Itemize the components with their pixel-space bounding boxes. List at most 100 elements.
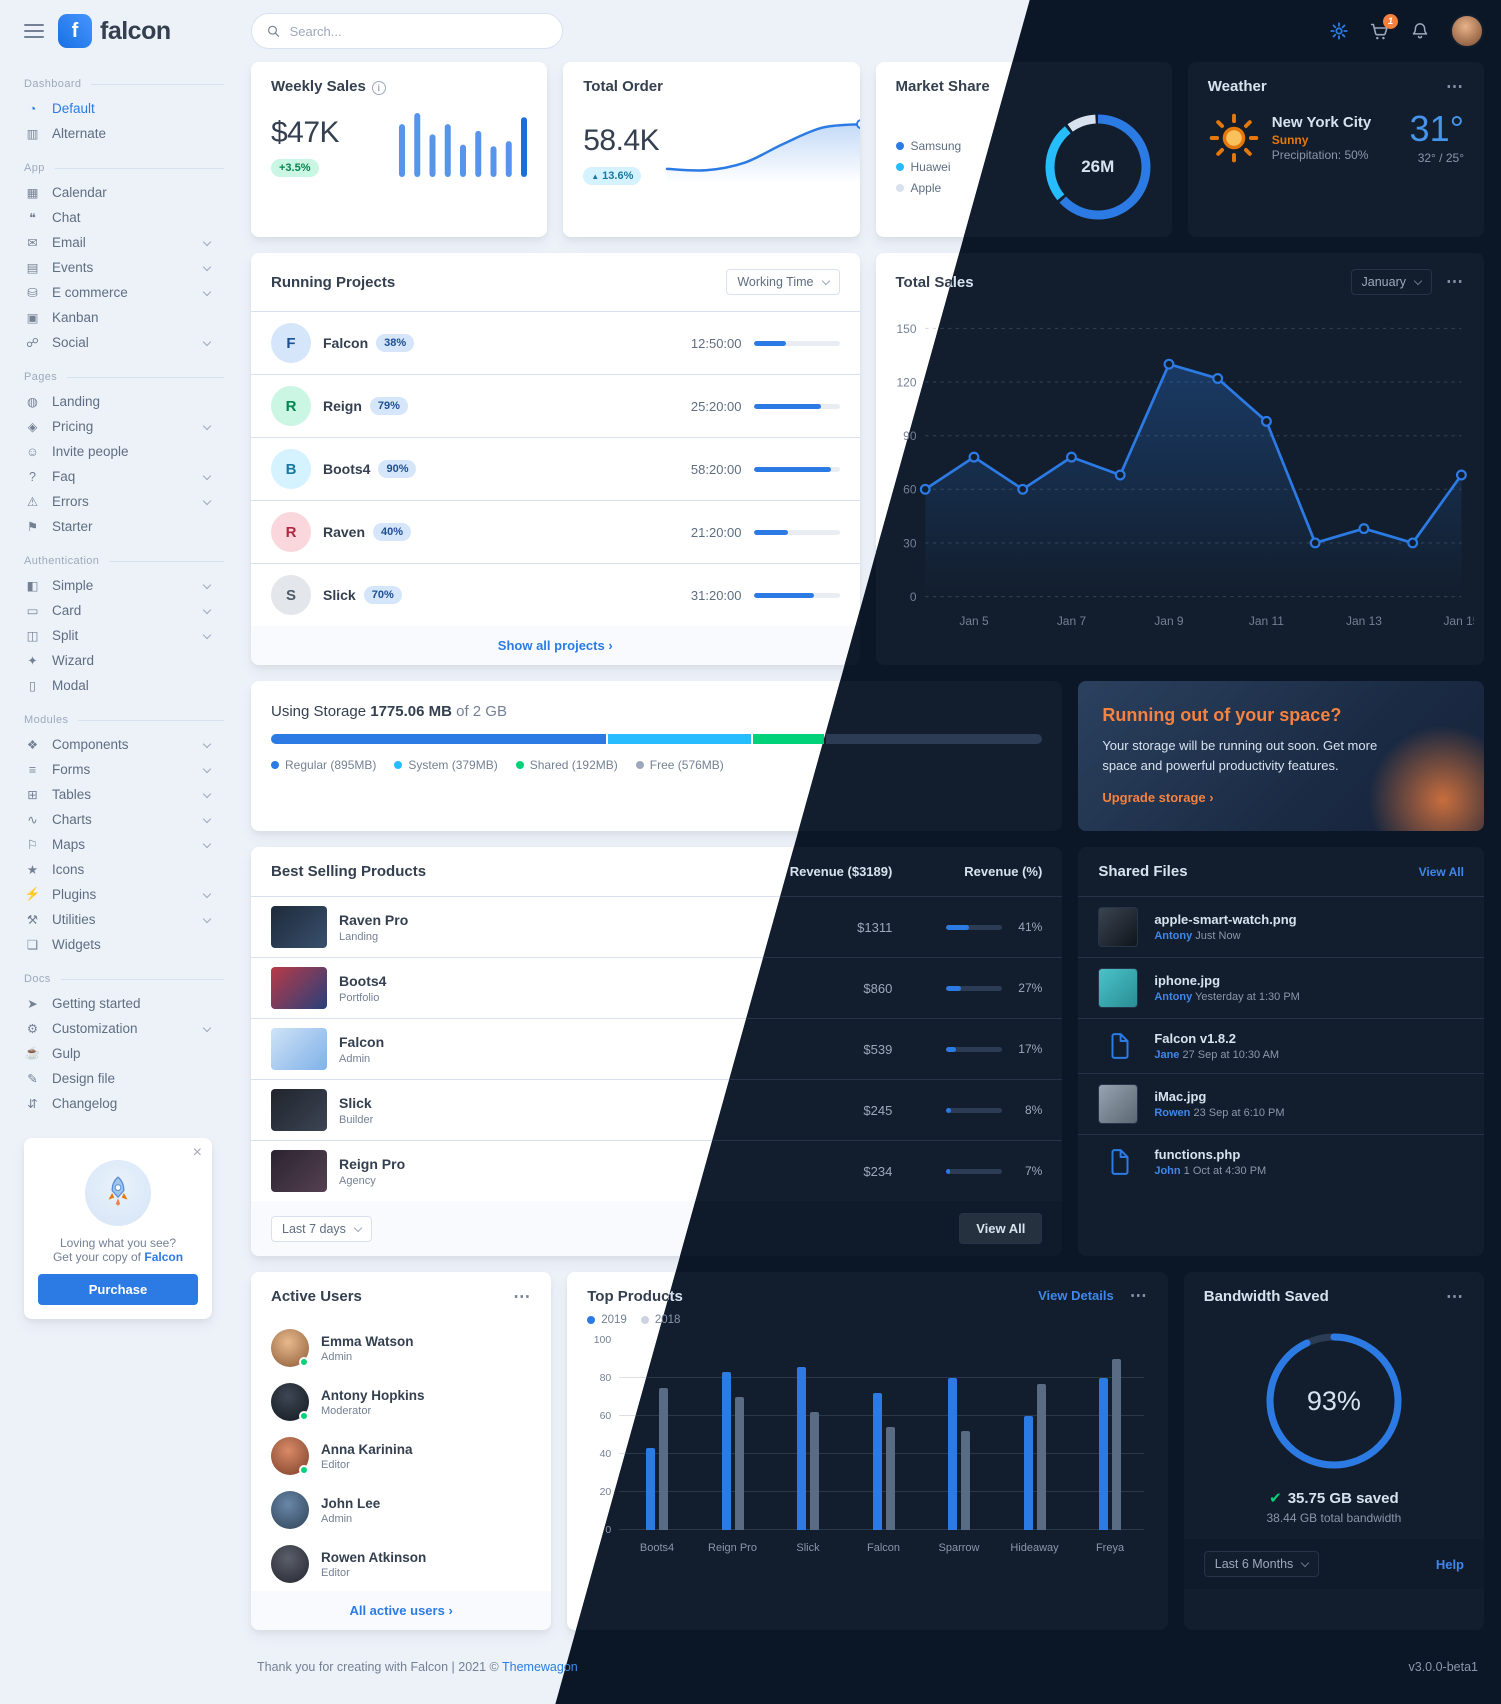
sidebar-item-e-commerce[interactable]: ⛁ E commerce: [24, 280, 224, 305]
file-user[interactable]: Rowen: [1154, 1107, 1191, 1119]
themewagon-link[interactable]: Themewagon: [502, 1660, 578, 1674]
sidebar-item-email[interactable]: ✉ Email: [24, 230, 224, 255]
user-avatar[interactable]: [1450, 14, 1484, 48]
chevron-down-icon: [202, 839, 212, 848]
sidebar-item-card[interactable]: ▭ Card: [24, 598, 224, 623]
product-info: Reign Pro Agency: [339, 1156, 405, 1187]
sidebar-item-chat[interactable]: ❝ Chat: [24, 205, 224, 230]
dots-menu-icon[interactable]: ⋯: [1129, 1285, 1148, 1305]
close-icon[interactable]: ×: [192, 1144, 202, 1161]
bar-2019: [721, 1372, 731, 1530]
sidebar-item-maps[interactable]: ⚐ Maps: [24, 832, 224, 857]
sidebar-item-faq[interactable]: ? Faq: [24, 464, 224, 489]
legend-label: Free (576MB): [649, 758, 724, 772]
shared-file-item[interactable]: iphone.jpg Antony Yesterday at 1:30 PM: [1078, 957, 1484, 1018]
all-active-users-link[interactable]: All active users ›: [349, 1603, 453, 1618]
shared-file-item[interactable]: iMac.jpg Rowen 23 Sep at 6:10 PM: [1078, 1073, 1484, 1134]
sidebar-item-widgets[interactable]: ❏ Widgets: [24, 932, 224, 957]
dots-menu-icon[interactable]: ⋯: [513, 1286, 532, 1306]
file-user[interactable]: Jane: [1154, 1049, 1180, 1061]
product-thumbnail: [271, 1089, 327, 1131]
sidebar-item-components[interactable]: ❖ Components: [24, 732, 224, 757]
view-details-link[interactable]: View Details: [1038, 1288, 1114, 1303]
best-selling-footer: Last 7 days View All: [251, 1201, 1063, 1256]
sidebar-item-pricing[interactable]: ◈ Pricing: [24, 414, 224, 439]
view-all-button[interactable]: View All: [959, 1213, 1043, 1244]
svg-text:Jan 5: Jan 5: [959, 614, 989, 628]
dots-menu-icon[interactable]: ⋯: [1446, 76, 1464, 96]
sidebar-item-modal[interactable]: ▯ Modal: [24, 673, 224, 698]
sidebar-item-calendar[interactable]: ▦ Calendar: [24, 180, 224, 205]
project-row: B Boots4 90% 58:20:00: [251, 437, 860, 500]
sidebar-item-simple[interactable]: ◧ Simple: [24, 573, 224, 598]
search-input[interactable]: [289, 23, 548, 39]
shared-file-item[interactable]: functions.php John 1 Oct at 4:30 PM: [1078, 1134, 1484, 1189]
sidebar-item-invite-people[interactable]: ☺ Invite people: [24, 439, 224, 464]
shared-file-item[interactable]: Falcon v1.8.2 Jane 27 Sep at 10:30 AM: [1078, 1018, 1484, 1073]
sidebar-item-social[interactable]: ☍ Social: [24, 330, 224, 355]
sidebar-item-split[interactable]: ◫ Split: [24, 623, 224, 648]
info-icon[interactable]: i: [371, 81, 386, 95]
sidebar-item-charts[interactable]: ∿ Charts: [24, 807, 224, 832]
sidebar-item-alternate[interactable]: ▥ Alternate: [24, 121, 224, 146]
brand-logo[interactable]: f falcon: [58, 14, 171, 48]
sidebar-item-design-file[interactable]: ✎ Design file: [24, 1066, 224, 1091]
sidebar-item-forms[interactable]: ≡ Forms: [24, 757, 224, 782]
last-7-days-select[interactable]: Last 7 days: [271, 1215, 372, 1242]
sidebar-item-icons[interactable]: ★ Icons: [24, 857, 224, 882]
search-box[interactable]: [251, 13, 563, 49]
chart-legend-item[interactable]: 2018: [640, 1314, 680, 1326]
sidebar-item-plugins[interactable]: ⚡ Plugins: [24, 882, 224, 907]
sidebar-item-label: Plugins: [52, 887, 97, 902]
notifications-bell-icon[interactable]: [1410, 21, 1430, 41]
settings-gear-icon[interactable]: [1329, 21, 1349, 41]
purchase-button[interactable]: Purchase: [38, 1274, 198, 1305]
month-select[interactable]: January: [1350, 269, 1432, 295]
file-user[interactable]: Antony: [1154, 930, 1193, 942]
running-projects-footer: Show all projects ›: [251, 626, 860, 665]
sidebar-item-default[interactable]: ◔ Default: [24, 96, 224, 121]
sidebar-item-getting-started[interactable]: ➤ Getting started: [24, 991, 224, 1016]
cart-icon[interactable]: 1: [1369, 13, 1398, 42]
sidebar-item-wizard[interactable]: ✦ Wizard: [24, 648, 224, 673]
project-time: 31:20:00: [690, 587, 742, 603]
sidebar-item-utilities[interactable]: ⚒ Utilities: [24, 907, 224, 932]
sidebar-item-label: Simple: [52, 578, 94, 593]
sidebar-item-tables[interactable]: ⊞ Tables: [24, 782, 224, 807]
sidebar-item-starter[interactable]: ⚑ Starter: [24, 514, 224, 539]
shared-files-view-all-link[interactable]: View All: [1418, 864, 1464, 879]
file-user[interactable]: John: [1154, 1165, 1181, 1177]
file-info: apple-smart-watch.png Antony Just Now: [1154, 912, 1464, 942]
sidebar-item-landing[interactable]: ◍ Landing: [24, 389, 224, 414]
upgrade-storage-link[interactable]: Upgrade storage ›: [1102, 790, 1214, 805]
sidebar-item-customization[interactable]: ⚙ Customization: [24, 1016, 224, 1041]
project-progress-fill: [753, 466, 831, 472]
hamburger-menu-button[interactable]: [24, 20, 44, 42]
dots-menu-icon[interactable]: ⋯: [1446, 1286, 1464, 1306]
last-6-months-select[interactable]: Last 6 Months: [1203, 1551, 1320, 1577]
product-revenue: $860: [863, 980, 893, 996]
help-link[interactable]: Help: [1435, 1556, 1464, 1572]
falcon-copy-link[interactable]: Falcon: [144, 1250, 184, 1264]
legend-label: Samsung: [910, 139, 962, 153]
file-user[interactable]: Antony: [1154, 991, 1193, 1003]
show-all-projects-link[interactable]: Show all projects ›: [497, 638, 613, 653]
dots-menu-icon[interactable]: ⋯: [1446, 272, 1464, 291]
sidebar-item-errors[interactable]: ⚠ Errors: [24, 489, 224, 514]
sidebar-item-kanban[interactable]: ▣ Kanban: [24, 305, 224, 330]
sidebar-item-gulp[interactable]: ☕ Gulp: [24, 1041, 224, 1066]
shared-file-item[interactable]: apple-smart-watch.png Antony Just Now: [1078, 896, 1484, 957]
file-time: Yesterday at 1:30 PM: [1192, 991, 1300, 1003]
sidebar-item-changelog[interactable]: ⇵ Changelog: [24, 1091, 224, 1116]
chart-legend-item[interactable]: 2019: [587, 1314, 627, 1326]
sidebar-item-events[interactable]: ▤ Events: [24, 255, 224, 280]
file-document-icon: [1098, 1029, 1142, 1063]
bar-2019: [646, 1448, 655, 1530]
working-time-select[interactable]: Working Time: [726, 269, 840, 295]
